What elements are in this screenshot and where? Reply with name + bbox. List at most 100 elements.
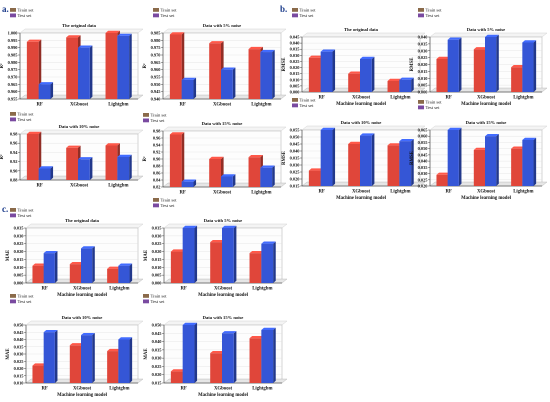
bar-top [32, 363, 47, 366]
bar-side [533, 40, 537, 92]
y-tick-label: 0.970 [8, 75, 19, 80]
y-tick-label: 0.020 [290, 177, 301, 182]
y-tick-label: 0.030 [152, 233, 163, 238]
x-tick-label: XGboost [477, 96, 496, 101]
plot-top-edge [25, 320, 144, 326]
bar-top [210, 239, 225, 243]
bar-test-lightgbm [117, 157, 130, 180]
y-axis-label: MAE [144, 348, 149, 359]
bar-test-rf [43, 253, 55, 283]
y-tick-label: 0.960 [151, 67, 162, 72]
bar-side [232, 174, 236, 187]
bar-test-rf [181, 79, 194, 99]
bar-side [50, 166, 54, 180]
bar-top [485, 134, 499, 137]
y-tick-label: 0.005 [152, 273, 163, 278]
bar-test-rf [447, 130, 459, 186]
y-tick-label: 0.035 [14, 344, 25, 349]
bar-test-xgboost [485, 136, 497, 186]
y-tick-label: 0.040 [418, 35, 429, 40]
y-axis-label: RMSE [410, 151, 415, 165]
bar-test-lightgbm [261, 329, 274, 383]
bar-train-lightgbm [387, 145, 400, 186]
bar-train-rf [170, 251, 183, 283]
y-tick-label: 0.025 [290, 170, 301, 175]
legend-label-train: Train set [151, 293, 168, 298]
y-tick-label: 0.055 [290, 128, 301, 133]
bar-train-xgboost [209, 43, 221, 99]
y-tick-label: 0.010 [14, 265, 25, 270]
bar-top [248, 46, 263, 50]
bar-side [496, 34, 499, 92]
section-label-c: c. [2, 204, 8, 214]
bar-top [348, 141, 363, 144]
x-tick-label: XGboost [214, 287, 233, 292]
x-tick-label: Lightgbm [390, 96, 410, 101]
x-tick-label: RF [179, 103, 185, 108]
y-tick-label: 0.96 [153, 136, 161, 141]
y-tick-label: 0.970 [151, 53, 162, 58]
y-axis-label: R² [142, 156, 148, 161]
y-tick-label: 0.990 [8, 45, 19, 50]
bar-top [118, 263, 133, 266]
bar-top [38, 166, 54, 169]
bar-test-xgboost [221, 69, 233, 99]
bar-test-xgboost [360, 59, 372, 92]
y-axis-label: RMSE [282, 151, 287, 165]
y-tick-label: 0.90 [10, 168, 18, 173]
y-tick-label: 0.000 [152, 281, 163, 286]
bar-top [511, 65, 525, 68]
chart-panel-12: 0.015 0.020 0.025 0.030 0.035 0.040 0.045 0.050… [143, 293, 288, 398]
y-tick-label: 0.88 [10, 178, 18, 183]
bar-test-lightgbm [522, 139, 534, 186]
chart-title: Data with 15% noise [466, 120, 507, 125]
bar-test-xgboost [360, 135, 372, 186]
bar-side [193, 179, 197, 187]
legend-swatch-test [292, 103, 298, 108]
legend-label-train: Train set [151, 112, 168, 117]
bar-side [129, 154, 132, 180]
legend-swatch-test [10, 13, 16, 18]
y-tick-label: 0.025 [14, 359, 25, 364]
chart-title: Data with 5% noise [204, 218, 242, 223]
bar-test-lightgbm [399, 79, 412, 92]
bar-test-rf [447, 39, 459, 92]
bar-top [170, 249, 186, 252]
x-tick-label: RF [180, 287, 186, 292]
x-tick-label: Lightgbm [252, 387, 272, 392]
y-tick-label: 0.000 [290, 90, 301, 95]
x-tick-label: RF [41, 287, 47, 292]
bar-side [194, 225, 198, 283]
bar-train-xgboost [348, 144, 360, 186]
y-axis-label: RMSE [410, 58, 415, 72]
bar-side [194, 322, 198, 383]
y-tick-label: 0.985 [151, 31, 162, 36]
x-tick-label: RF [41, 387, 47, 392]
x-tick-label: XGboost [70, 184, 89, 189]
y-tick-label: 0.985 [8, 53, 19, 58]
bar-top [81, 332, 95, 336]
bar-train-xgboost [66, 37, 78, 99]
bar-side [496, 134, 499, 186]
x-tick-label: Lightgbm [108, 184, 128, 189]
bar-top [38, 82, 54, 85]
chart-title: Data with 15% noise [202, 121, 243, 126]
legend-swatch-test [10, 213, 16, 218]
bar-top [221, 174, 236, 177]
y-tick-label: 0.015 [418, 69, 429, 74]
bar-side [533, 137, 537, 186]
y-tick-label: 0.960 [8, 89, 19, 94]
y-tick-label: 0.020 [152, 249, 163, 254]
y-tick-label: 0.92 [153, 150, 161, 155]
y-tick-label: 0.060 [418, 134, 429, 139]
legend-swatch-test [418, 105, 424, 110]
bar-top [249, 250, 264, 254]
bar-top [308, 168, 324, 171]
legend-swatch-test [143, 299, 149, 304]
